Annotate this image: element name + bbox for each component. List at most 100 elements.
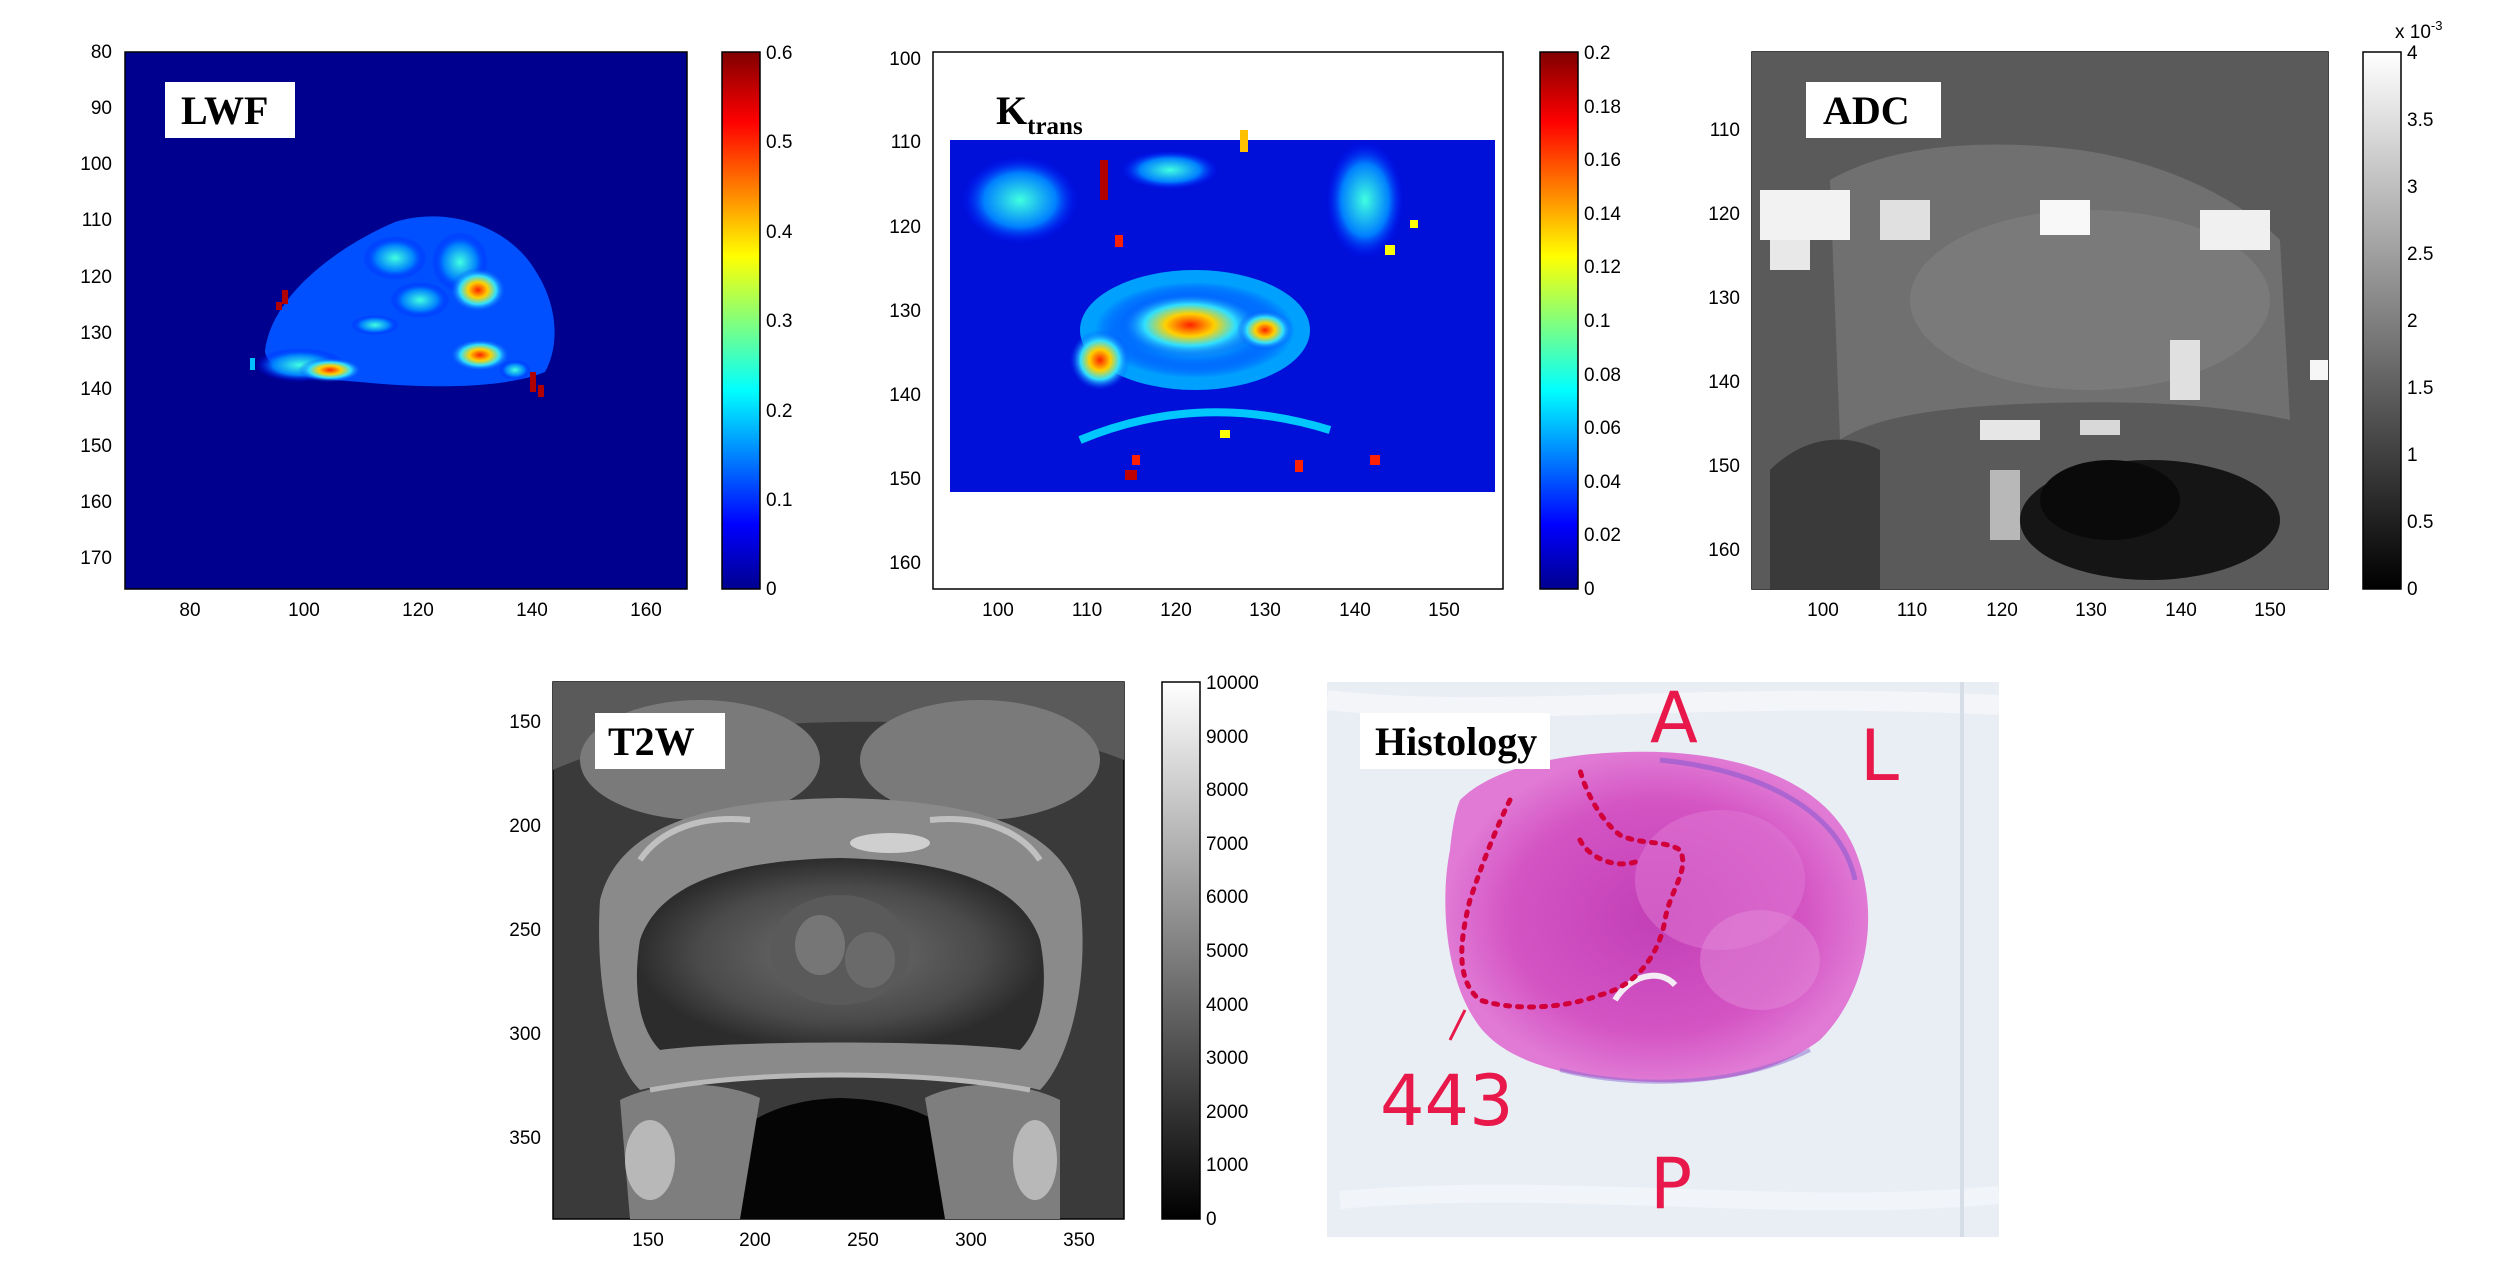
ktrans-ytick: 110 (891, 132, 921, 153)
lwf-xtick: 140 (516, 600, 548, 621)
t2w-ytick: 350 (509, 1128, 541, 1149)
adc-cbar-tick: 3 (2407, 177, 2418, 198)
t2w-cbar-tick: 9000 (1206, 727, 1248, 748)
ktrans-cbar-tick: 0.2 (1584, 43, 1610, 64)
t2w-x-axis: 150 200 250 300 350 (632, 1230, 1095, 1251)
adc-cbar-tick: 2.5 (2407, 244, 2433, 265)
panel-histology: A L P 443 Histology (1325, 677, 2000, 1237)
t2w-colorbar-ticks: 10000 9000 8000 7000 6000 5000 4000 3000… (1206, 673, 1259, 1230)
lwf-xtick: 160 (630, 600, 662, 621)
adc-ytick: 130 (1708, 288, 1740, 309)
histology-title-box (1360, 713, 1550, 769)
ktrans-colorbar (1539, 51, 1579, 590)
adc-exponent-power: -3 (2431, 18, 2443, 33)
adc-cbar-tick: 1.5 (2407, 378, 2433, 399)
adc-xtick: 120 (1986, 600, 2018, 621)
lwf-ytick: 160 (80, 492, 112, 513)
lwf-xtick: 100 (288, 600, 320, 621)
t2w-cbar-tick: 6000 (1206, 887, 1248, 908)
t2w-ytick: 200 (509, 816, 541, 837)
ktrans-cbar-tick: 0.02 (1584, 525, 1621, 546)
lwf-ytick: 110 (82, 210, 112, 231)
lwf-ytick: 90 (91, 98, 112, 119)
t2w-cbar-tick: 8000 (1206, 780, 1248, 801)
t2w-cbar-tick: 0 (1206, 1209, 1217, 1230)
lwf-xtick: 80 (179, 600, 200, 621)
lwf-title: LWF (181, 88, 268, 133)
adc-cbar-tick: 0.5 (2407, 512, 2433, 533)
adc-cbar-tick: 1 (2407, 445, 2418, 466)
lwf-ytick: 80 (91, 42, 112, 63)
t2w-cbar-tick: 2000 (1206, 1102, 1248, 1123)
adc-title: ADC (1823, 88, 1910, 133)
adc-ytick: 140 (1708, 372, 1740, 393)
ktrans-cbar-tick: 0.12 (1584, 257, 1621, 278)
t2w-xtick: 150 (632, 1230, 664, 1251)
lwf-colorbar (721, 51, 761, 590)
ktrans-xtick: 110 (1072, 600, 1102, 621)
t2w-title-box (595, 713, 725, 769)
ktrans-cbar-tick: 0.16 (1584, 150, 1621, 171)
ktrans-ytick: 140 (889, 385, 921, 406)
histology-label-anterior: A (1650, 677, 1698, 759)
ktrans-title-main: K (996, 88, 1027, 133)
adc-xtick: 130 (2075, 600, 2107, 621)
ktrans-ytick: 100 (889, 49, 921, 70)
ktrans-ytick: 120 (889, 217, 921, 238)
ktrans-xtick: 140 (1339, 600, 1371, 621)
t2w-cbar-tick: 10000 (1206, 673, 1259, 694)
ktrans-map-signal (950, 130, 1495, 492)
adc-title-box (1806, 82, 1941, 138)
histology-title: Histology (1375, 719, 1537, 764)
ktrans-title: Ktrans (996, 88, 1083, 140)
adc-cbar-tick: 0 (2407, 579, 2418, 600)
lwf-cbar-tick: 0.4 (766, 222, 793, 243)
adc-colorbar-ticks: 4 3.5 3 2.5 2 1.5 1 0.5 0 (2407, 43, 2433, 600)
t2w-y-axis: 150 200 250 300 350 (509, 712, 541, 1149)
lwf-ytick: 150 (80, 436, 112, 457)
adc-colorbar-exponent: x 10-3 (2395, 18, 2442, 43)
adc-cbar-tick: 3.5 (2407, 110, 2433, 131)
histology-label-posterior: P (1650, 1143, 1692, 1225)
lwf-xtick: 120 (402, 600, 434, 621)
ktrans-xtick: 150 (1428, 600, 1460, 621)
histology-tumor-outline (1459, 767, 1686, 1010)
t2w-xtick: 250 (847, 1230, 879, 1251)
histology-label-specimen: 443 (1380, 1060, 1514, 1142)
lwf-ytick: 120 (80, 267, 112, 288)
lwf-cbar-tick: 0 (766, 579, 777, 600)
adc-xtick: 100 (1807, 600, 1839, 621)
ktrans-cbar-tick: 0.14 (1584, 204, 1621, 225)
t2w-xtick: 350 (1063, 1230, 1095, 1251)
t2w-colorbar (1161, 681, 1201, 1220)
adc-xtick: 150 (2254, 600, 2286, 621)
lwf-map-signal (250, 216, 555, 397)
panel-t2w: T2W 150 200 250 300 350 150 200 250 300 … (509, 673, 1259, 1251)
t2w-image-signal (553, 682, 1124, 1219)
adc-cbar-tick: 4 (2407, 43, 2418, 64)
adc-exponent-base: x 10 (2395, 22, 2431, 43)
t2w-ytick: 150 (509, 712, 541, 733)
ktrans-cbar-tick: 0.08 (1584, 365, 1621, 386)
t2w-ytick: 300 (509, 1024, 541, 1045)
panel-lwf: LWF 80 90 100 110 120 130 140 150 160 17… (80, 42, 793, 621)
lwf-cbar-tick: 0.3 (766, 311, 792, 332)
t2w-cbar-tick: 5000 (1206, 941, 1248, 962)
ktrans-cbar-tick: 0.04 (1584, 472, 1621, 493)
t2w-cbar-tick: 1000 (1206, 1155, 1248, 1176)
ktrans-colorbar-ticks: 0.2 0.18 0.16 0.14 0.12 0.1 0.08 0.06 0.… (1584, 43, 1621, 600)
ktrans-cbar-tick: 0.18 (1584, 97, 1621, 118)
adc-map-signal (1752, 52, 2328, 590)
adc-cbar-tick: 2 (2407, 311, 2418, 332)
adc-y-axis: 110 120 130 140 150 160 (1708, 120, 1740, 561)
t2w-xtick: 300 (955, 1230, 987, 1251)
adc-colorbar (2362, 51, 2402, 590)
adc-xtick: 140 (2165, 600, 2197, 621)
t2w-cbar-tick: 4000 (1206, 995, 1248, 1016)
ktrans-cbar-tick: 0.06 (1584, 418, 1621, 439)
t2w-title: T2W (608, 719, 695, 764)
ktrans-xtick: 120 (1160, 600, 1192, 621)
ktrans-xtick: 100 (982, 600, 1014, 621)
ktrans-ytick: 160 (889, 553, 921, 574)
